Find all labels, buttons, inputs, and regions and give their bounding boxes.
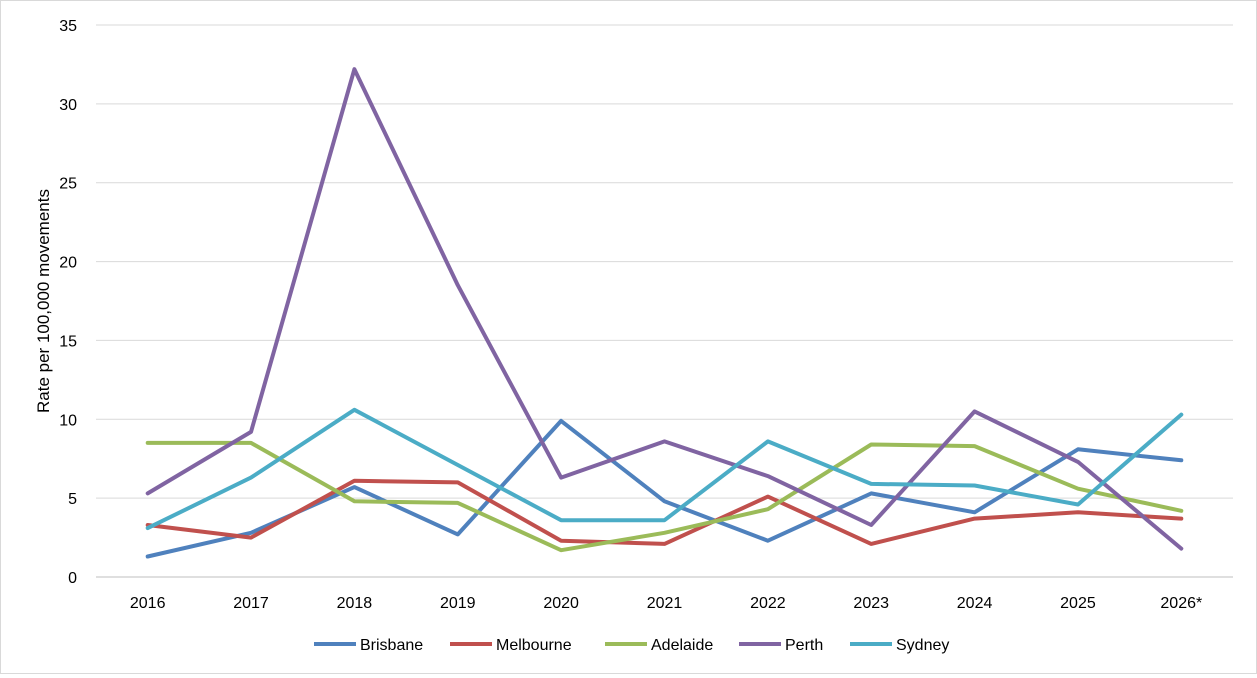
y-tick-label: 30 bbox=[59, 97, 77, 114]
y-tick-label: 35 bbox=[59, 18, 77, 35]
x-tick-label: 2023 bbox=[853, 595, 889, 612]
x-tick-label: 2021 bbox=[647, 595, 683, 612]
x-tick-label: 2026* bbox=[1160, 595, 1202, 612]
y-axis-ticks: 0 5 10 15 20 25 30 35 bbox=[59, 18, 77, 587]
y-tick-label: 20 bbox=[59, 255, 77, 272]
legend-label: Adelaide bbox=[651, 637, 713, 654]
series-line-perth bbox=[145, 67, 1184, 551]
x-tick-label: 2017 bbox=[233, 595, 269, 612]
legend-label: Perth bbox=[785, 637, 823, 654]
series-lines bbox=[145, 67, 1184, 559]
x-tick-label: 2024 bbox=[957, 595, 993, 612]
x-tick-label: 2019 bbox=[440, 595, 476, 612]
series-line-adelaide bbox=[145, 440, 1184, 553]
y-tick-label: 10 bbox=[59, 412, 77, 429]
x-axis-ticks: 2016 2017 2018 2019 2020 2021 2022 2023 2024 2025… bbox=[130, 595, 1202, 612]
series-line-sydney bbox=[145, 407, 1184, 531]
y-tick-label: 0 bbox=[68, 570, 77, 587]
gridlines bbox=[96, 24, 1233, 578]
x-tick-label: 2022 bbox=[750, 595, 786, 612]
legend: Brisbane Melbourne Adelaide Perth Sydney bbox=[314, 637, 949, 654]
legend-label: Sydney bbox=[896, 637, 949, 654]
x-tick-label: 2018 bbox=[337, 595, 373, 612]
legend-label: Melbourne bbox=[496, 637, 572, 654]
series-line-melbourne bbox=[145, 478, 1184, 546]
x-tick-label: 2016 bbox=[130, 595, 166, 612]
y-tick-label: 15 bbox=[59, 333, 77, 350]
legend-label: Brisbane bbox=[360, 637, 423, 654]
y-tick-label: 5 bbox=[68, 491, 77, 508]
x-tick-label: 2025 bbox=[1060, 595, 1096, 612]
y-axis-label: Rate per 100,000 movements bbox=[34, 189, 53, 413]
y-tick-label: 25 bbox=[59, 176, 77, 193]
x-tick-label: 2020 bbox=[543, 595, 579, 612]
